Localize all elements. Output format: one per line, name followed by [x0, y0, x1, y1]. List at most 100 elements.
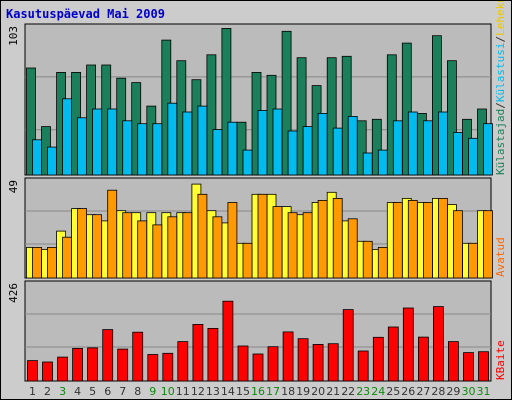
bar [32, 139, 42, 176]
bar [152, 224, 163, 279]
bar [402, 307, 414, 382]
x-tick-label: 11 [176, 385, 190, 398]
x-tick-label: 6 [104, 385, 111, 398]
bar [281, 30, 292, 176]
x-tick-label: 8 [134, 385, 141, 398]
bar [47, 246, 57, 279]
bar [192, 323, 204, 382]
bar [137, 123, 148, 176]
bar [122, 212, 133, 279]
bar [452, 210, 463, 279]
bar [357, 350, 369, 382]
legend: Külastajad/Külastusi/Lehekülgi/Faile/Pöö… [494, 1, 507, 380]
bar [212, 216, 223, 279]
x-tick-label: 18 [281, 385, 295, 398]
x-tick-label: 3 [59, 385, 66, 398]
bar [362, 240, 373, 279]
bar [483, 210, 493, 279]
series-külastajad [26, 27, 487, 176]
series-faile [32, 189, 493, 279]
bar [297, 338, 309, 382]
bar [221, 27, 232, 176]
chart-panels: 103 49 426 [7, 23, 493, 382]
series-külastusi [32, 98, 493, 176]
bar [302, 126, 313, 176]
bar [272, 108, 283, 176]
bar [27, 360, 38, 382]
bar [197, 105, 208, 176]
legend-top: Külastajad/Külastusi/Lehekülgi/Faile/Pöö… [494, 1, 507, 175]
bar [57, 356, 68, 382]
legend-entry: Lehekülgi [494, 1, 507, 36]
bar [431, 35, 442, 176]
x-tick-label: 13 [206, 385, 220, 398]
bar [437, 197, 448, 279]
bar [312, 343, 324, 382]
bar [122, 120, 133, 176]
x-tick-label: 31 [477, 385, 491, 398]
bar [182, 212, 193, 279]
x-tick-label: 12 [191, 385, 205, 398]
bar [77, 208, 87, 279]
bar [422, 202, 433, 279]
bar [227, 121, 238, 176]
legend-entry: / [494, 36, 507, 43]
bar [47, 146, 57, 176]
y-axis-max-label: 103 [7, 26, 20, 46]
bar [42, 361, 53, 382]
bar [317, 199, 328, 279]
x-tick-label: 20 [311, 385, 325, 398]
bar [332, 127, 343, 176]
x-tick-label: 24 [371, 385, 385, 398]
bar [371, 118, 382, 176]
legend-bot: KBaite [494, 340, 507, 380]
legend-entry: Külastajad [494, 109, 507, 175]
x-tick-label: 16 [251, 385, 265, 398]
x-tick-label: 14 [221, 385, 235, 398]
bar [212, 129, 223, 176]
bar [107, 189, 118, 279]
bar [483, 123, 493, 176]
x-tick-label: 17 [266, 385, 280, 398]
bar [26, 67, 36, 176]
bar [92, 108, 102, 176]
legend-mid: Avatud [494, 237, 507, 277]
x-tick-label: 21 [326, 385, 340, 398]
bar [282, 331, 294, 382]
bar [207, 327, 219, 382]
bar [332, 197, 343, 279]
x-tick-label: 25 [386, 385, 400, 398]
bar [432, 306, 444, 382]
panel-mid: 49 [7, 177, 493, 279]
bar [387, 326, 399, 382]
x-tick-label: 7 [119, 385, 126, 398]
bar [272, 206, 283, 279]
x-tick-label: 23 [356, 385, 370, 398]
bar [137, 220, 148, 279]
legend-entry: KBaite [494, 340, 507, 380]
bar [77, 117, 87, 176]
bar [362, 152, 373, 176]
bar [197, 193, 208, 279]
x-tick-label: 4 [74, 385, 81, 398]
bar [287, 130, 298, 176]
bar [257, 193, 268, 279]
bar [147, 354, 159, 382]
x-tick-label: 2 [44, 385, 51, 398]
bar [437, 111, 448, 176]
bar [386, 54, 397, 176]
bar [242, 149, 253, 176]
x-tick-label: 5 [89, 385, 96, 398]
bar [62, 98, 72, 176]
bar [478, 351, 489, 382]
bar [177, 341, 189, 382]
x-tick-label: 30 [462, 385, 476, 398]
bar [347, 218, 358, 279]
bar [372, 336, 384, 382]
bar [377, 246, 388, 279]
bar [222, 300, 234, 382]
bar [152, 123, 163, 176]
bar [468, 137, 478, 176]
legend-entry: / [494, 102, 507, 109]
